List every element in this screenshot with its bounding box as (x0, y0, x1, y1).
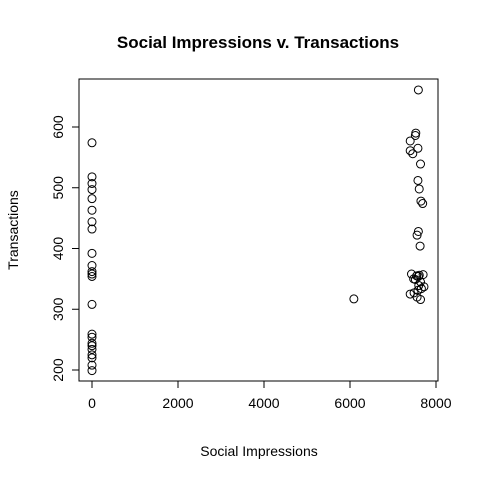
x-tick-label: 6000 (334, 395, 365, 411)
data-point (349, 294, 359, 304)
x-tick-label: 8000 (420, 395, 451, 411)
y-axis-label: Transactions (5, 190, 21, 270)
data-point (87, 271, 97, 281)
data-point (416, 295, 426, 305)
data-point (87, 332, 97, 342)
y-tick-label: 200 (50, 358, 66, 382)
plot-frame (78, 78, 439, 382)
data-point (87, 344, 97, 354)
x-tick-label: 2000 (162, 395, 193, 411)
data-point (87, 299, 97, 309)
data-point (405, 136, 415, 146)
data-point (405, 146, 415, 156)
data-points (87, 85, 429, 376)
data-point (87, 329, 97, 339)
data-point (414, 184, 424, 194)
data-point (87, 341, 97, 351)
data-point (416, 196, 426, 206)
data-point (87, 269, 97, 279)
data-point (410, 131, 420, 141)
data-point (408, 149, 418, 159)
data-point (87, 261, 97, 271)
y-tick-label: 400 (50, 237, 66, 261)
x-tick-label: 0 (88, 395, 96, 411)
data-point (87, 138, 97, 148)
data-point (413, 175, 423, 185)
data-point (413, 271, 423, 281)
data-point (87, 217, 97, 227)
y-tick-label: 500 (50, 176, 66, 200)
data-point (87, 194, 97, 204)
data-point (87, 172, 97, 182)
data-point (87, 353, 97, 363)
data-point (87, 267, 97, 277)
data-point (416, 159, 426, 169)
data-point (87, 205, 97, 215)
data-point (87, 338, 97, 348)
data-point (414, 281, 424, 291)
data-point (413, 226, 423, 236)
data-point (413, 85, 423, 95)
data-point (415, 241, 425, 251)
y-tick-label: 300 (50, 297, 66, 321)
data-point (87, 248, 97, 258)
y-axis: 200 300 400 500 600 (50, 115, 80, 382)
data-point (87, 360, 97, 370)
data-point (418, 199, 428, 209)
x-axis-label: Social Impressions (200, 443, 318, 459)
data-point (87, 185, 97, 195)
x-axis: 0 2000 4000 6000 8000 (88, 380, 452, 411)
data-point (87, 350, 97, 360)
y-tick-label: 600 (50, 115, 66, 139)
data-point (412, 230, 422, 240)
data-point (87, 366, 97, 376)
chart-title: Social Impressions v. Transactions (117, 33, 399, 52)
data-point (87, 224, 97, 234)
x-tick-label: 4000 (248, 395, 279, 411)
data-point (87, 178, 97, 188)
